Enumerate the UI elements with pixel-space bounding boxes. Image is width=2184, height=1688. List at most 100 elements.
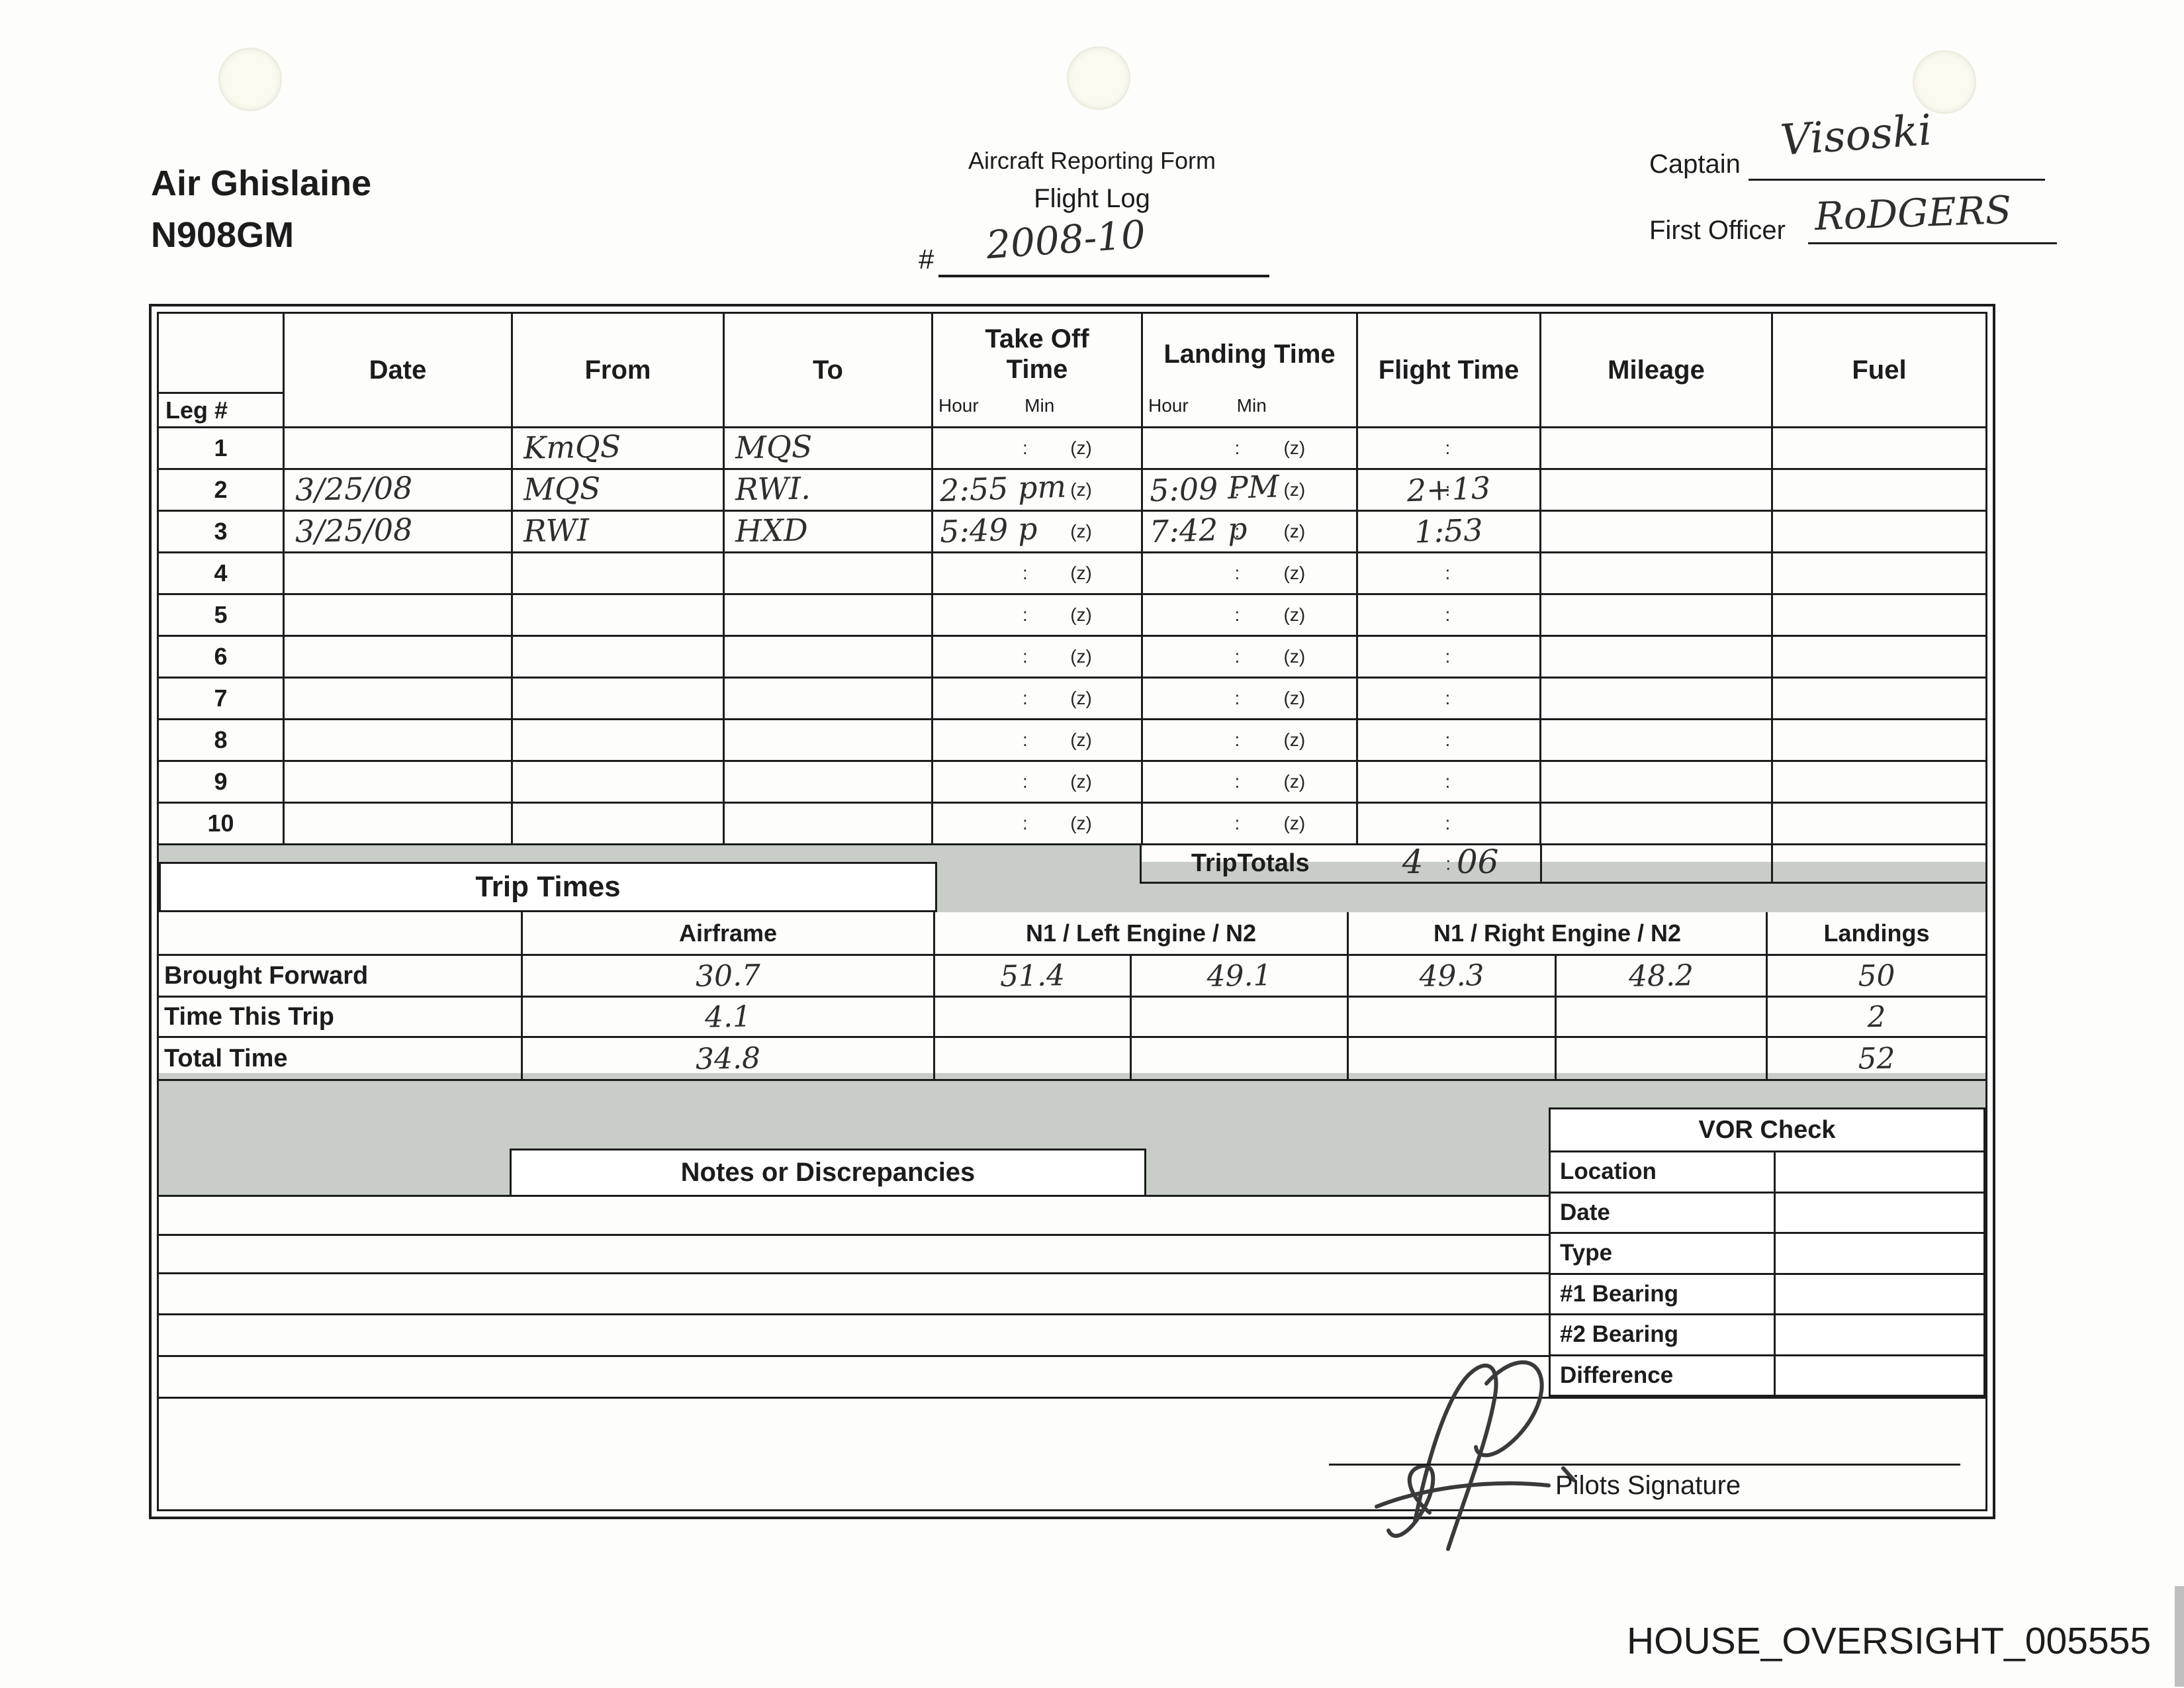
leg-flight-time-cell: :	[1358, 595, 1541, 635]
vor-row-value	[1776, 1275, 1983, 1314]
vor-row: #1 Bearing	[1551, 1274, 1983, 1315]
leg-flight-time-cell: :	[1358, 762, 1541, 802]
vor-row: Location	[1551, 1152, 1983, 1194]
handwritten-takeoff-time: 2:55 pm	[939, 468, 1067, 509]
leg-mileage-cell	[1541, 512, 1773, 551]
leg-takeoff-cell: : (z)	[933, 553, 1143, 593]
colon-placeholder: :	[1445, 521, 1451, 541]
leg-number: 5	[159, 595, 285, 635]
punch-hole	[218, 48, 282, 111]
colon-placeholder: :	[1234, 563, 1240, 583]
leg-mileage-cell	[1541, 595, 1773, 635]
colon-placeholder: :	[1445, 479, 1451, 500]
vor-row-value	[1776, 1315, 1983, 1354]
leg-mileage-cell	[1541, 470, 1773, 510]
total-time-left-n1	[935, 1038, 1132, 1079]
leg-flight-time-cell: :	[1358, 679, 1541, 718]
vor-check-rows: Location Date Type #1 Bearing #2 Bearing Diff…	[1551, 1152, 1983, 1395]
handwritten-value: 50	[1858, 959, 1895, 993]
table-row: 5: (z): (z):	[159, 595, 1985, 637]
scan-artifact	[2175, 1586, 2184, 1687]
landings-header: Landings	[1823, 919, 1930, 947]
vor-row: Date	[1551, 1193, 1983, 1234]
leg-flight-time-cell: :1:53	[1358, 512, 1541, 551]
colon-placeholder: :	[1234, 771, 1240, 792]
handwritten-flight-time: 1:53	[1414, 512, 1484, 550]
vor-row: Difference	[1551, 1356, 1983, 1395]
notes-line	[159, 1234, 1549, 1236]
notes-title-box: Notes or Discrepancies	[510, 1149, 1146, 1197]
table-row: 3 3/25/08 RWI HXD: (z) 5:49 p: (z) 7:42 p:1:53	[159, 510, 1985, 553]
handwritten-takeoff-time: 5:49 p	[939, 510, 1038, 550]
total-time-airframe: 34.8	[523, 1038, 935, 1079]
colon-placeholder: :	[1023, 813, 1028, 833]
brought-forward-left-n2: 49.1	[1132, 956, 1349, 996]
time-this-trip-label: Time This Trip	[159, 998, 523, 1036]
leg-takeoff-cell: : (z)	[933, 762, 1143, 802]
leg-landing-cell: : (z)	[1143, 428, 1358, 468]
leg-from-cell	[513, 804, 725, 843]
leg-takeoff-cell: : (z)	[933, 679, 1143, 718]
header-spacer	[159, 314, 283, 394]
leg-number: 1	[159, 428, 285, 468]
colon-placeholder: :	[1023, 604, 1028, 625]
handwritten-captain-name: Visoski	[1778, 106, 1934, 165]
brought-forward-left-n1: 51.4	[935, 956, 1132, 996]
leg-mileage-cell	[1541, 679, 1773, 718]
table-row: 10: (z): (z):	[159, 804, 1985, 845]
col-header-takeoff: Take Off Time	[985, 324, 1089, 384]
takeoff-hour-min-labels: Hour Min	[933, 394, 1141, 426]
handwritten-landing-time: 7:42 p	[1149, 510, 1248, 550]
zulu-placeholder: (z)	[1283, 479, 1306, 500]
zulu-placeholder: (z)	[1070, 479, 1092, 500]
colon-placeholder: :	[1234, 521, 1240, 541]
colon-placeholder: :	[1234, 813, 1240, 833]
total-time-label: Total Time	[159, 1038, 523, 1079]
leg-from-cell	[513, 595, 725, 635]
form-outer-border	[149, 304, 1995, 1519]
document-id: HOUSE_OVERSIGHT_005555	[1627, 1620, 2152, 1662]
leg-takeoff-cell: : (z)	[933, 720, 1143, 760]
colon-placeholder: :	[1445, 563, 1451, 583]
table-row: 9: (z): (z):	[159, 762, 1985, 804]
total-time-right-n2	[1557, 1038, 1768, 1079]
leg-to-cell: HXD	[725, 512, 933, 551]
table-row: 8: (z): (z):	[159, 720, 1985, 762]
leg-from-cell	[513, 637, 725, 677]
leg-takeoff-cell: : (z)	[933, 637, 1143, 677]
trip-times-header-row: Airframe N1 / Left Engine / N2 N1 / Righ…	[159, 912, 1985, 956]
handwritten-value: 52	[1858, 1041, 1895, 1076]
zulu-placeholder: (z)	[1283, 688, 1306, 708]
flight-log-header: Leg # Date From To Take Off Time Hour Mi…	[159, 314, 1985, 428]
time-this-trip-landings: 2	[1768, 998, 1985, 1036]
table-row: 6: (z): (z):	[159, 637, 1985, 679]
colon-placeholder: :	[1234, 646, 1240, 667]
vor-row: #2 Bearing	[1551, 1315, 1983, 1356]
colon-placeholder: :	[1445, 813, 1451, 833]
handwritten-to: RWI.	[735, 470, 811, 508]
time-this-trip-right-n2	[1557, 998, 1768, 1036]
colon-placeholder: :	[1023, 438, 1028, 458]
leg-mileage-cell	[1541, 804, 1773, 843]
leg-mileage-cell	[1541, 637, 1773, 677]
leg-from-cell: RWI	[513, 512, 725, 551]
vor-row-value	[1776, 1356, 1983, 1395]
leg-fuel-cell	[1773, 595, 1985, 635]
zulu-placeholder: (z)	[1283, 646, 1306, 667]
total-time-row: Total Time 34.8 52	[159, 1038, 1985, 1081]
leg-date-cell	[285, 804, 513, 843]
colon-placeholder: :	[1023, 729, 1028, 750]
leg-flight-time-cell: :2+13	[1358, 470, 1541, 510]
handwritten-form-number: 2008-10	[984, 211, 1148, 268]
colon-placeholder: :	[1023, 479, 1028, 500]
leg-date-cell	[285, 637, 513, 677]
leg-number: 10	[159, 804, 285, 843]
leg-flight-time-cell: :	[1358, 637, 1541, 677]
leg-landing-cell: : (z)	[1143, 595, 1358, 635]
leg-date-cell: 3/25/08	[285, 470, 513, 510]
handwritten-from: RWI	[523, 512, 590, 549]
leg-number: 6	[159, 637, 285, 677]
leg-to-cell	[725, 637, 933, 677]
zulu-placeholder: (z)	[1283, 438, 1306, 458]
